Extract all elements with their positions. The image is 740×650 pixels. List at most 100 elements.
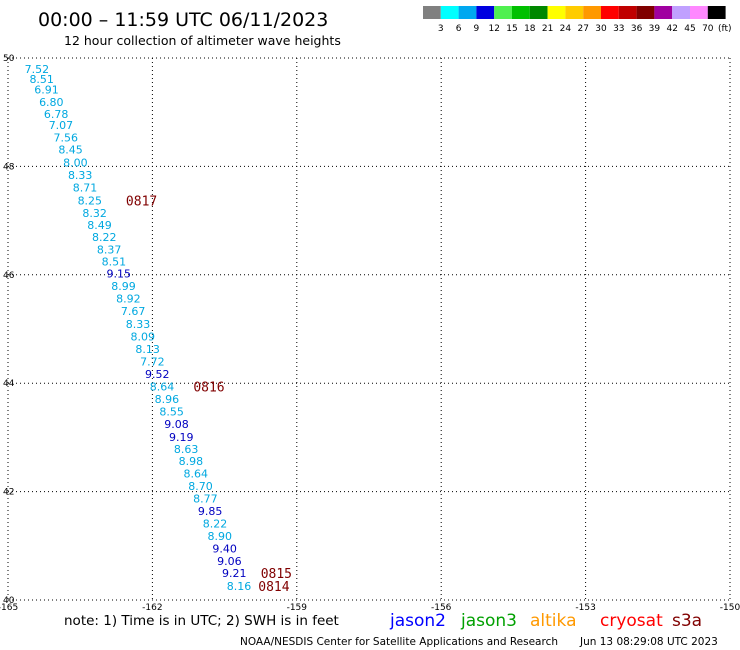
colorbar-swatch (618, 6, 637, 19)
latitude-tick-label: 40 (3, 596, 15, 606)
colorbar-label: 3 (438, 24, 444, 34)
colorbar-label: 27 (577, 24, 588, 34)
swh-value: 8.55 (159, 405, 184, 418)
longitude-tick-label: -162 (142, 603, 162, 613)
swh-value: 9.21 (222, 567, 247, 580)
swh-value: 8.13 (135, 343, 160, 356)
colorbar-label: 30 (595, 24, 607, 34)
pass-time-label: 0817 (126, 195, 157, 210)
latitude-tick-label: 42 (3, 488, 14, 498)
colorbar-swatch (512, 6, 530, 19)
colorbar-swatch (690, 6, 708, 19)
swh-value: 8.92 (116, 293, 141, 306)
swh-value: 8.99 (111, 280, 136, 293)
pass-time-label: 0816 (193, 380, 224, 395)
swh-value: 8.16 (227, 580, 252, 593)
satellite-legend-item: altika (530, 611, 577, 631)
colorbar-label: 12 (488, 24, 499, 34)
swh-value: 8.64 (150, 380, 175, 393)
colorbar-swatch (423, 6, 441, 19)
latitude-tick-label: 44 (3, 379, 15, 389)
longitude-tick-label: -159 (287, 603, 308, 613)
swh-value: 9.15 (106, 268, 131, 281)
colorbar-label: 36 (631, 24, 643, 34)
colorbar-swatch (672, 6, 690, 19)
swh-value: 7.72 (140, 356, 165, 369)
longitude-tick-label: -165 (0, 603, 18, 613)
satellite-legend-item: cryosat (600, 611, 663, 631)
latitude-tick-label: 46 (3, 271, 15, 281)
swh-value: 8.51 (29, 73, 54, 86)
colorbar-swatch (583, 6, 601, 19)
colorbar-label: 9 (474, 24, 480, 34)
chart-subtitle: 12 hour collection of altimeter wave hei… (64, 33, 341, 48)
colorbar-label: 21 (542, 24, 553, 34)
swh-value: 8.32 (82, 207, 107, 220)
wave-height-values: 7.528.516.916.806.787.077.568.458.008.33… (25, 63, 252, 593)
map-grid (7, 57, 731, 601)
longitude-tick-label: -150 (720, 603, 740, 613)
colorbar-label: 15 (506, 24, 517, 34)
colorbar-label: 39 (649, 24, 661, 34)
colorbar-swatch (440, 6, 459, 19)
colorbar-label: 33 (613, 24, 624, 34)
colorbar-legend: 3 6 9 12 15 18 21 24 27 30 33 36 39 42 45 70 (ft) (423, 6, 732, 34)
swh-value: 8.49 (87, 219, 112, 232)
colorbar-swatch (547, 6, 566, 19)
swh-value: 8.98 (179, 455, 204, 468)
longitude-ticks: -165 -162 -159 -156 -153 -150 (0, 603, 740, 613)
colorbar-swatch (476, 6, 495, 19)
swh-value: 8.09 (131, 331, 156, 344)
swh-value: 7.52 (25, 63, 50, 76)
longitude-tick-label: -156 (431, 603, 452, 613)
swh-value: 8.45 (58, 144, 83, 157)
swh-value: 9.85 (198, 505, 223, 518)
colorbar-swatch (565, 6, 584, 19)
swh-value: 8.00 (63, 157, 88, 170)
swh-value: 8.77 (193, 493, 218, 506)
swh-value: 9.08 (164, 418, 189, 431)
swh-value: 8.64 (183, 468, 208, 481)
swh-value: 8.96 (155, 393, 180, 406)
swh-value: 9.06 (217, 555, 242, 568)
colorbar-label: 24 (560, 24, 572, 34)
colorbar-swatch (707, 6, 726, 19)
swh-value: 9.19 (169, 431, 194, 444)
colorbar-swatch (601, 6, 619, 19)
units-note: note: 1) Time is in UTC; 2) SWH is in fe… (64, 613, 339, 629)
swh-value: 8.90 (208, 530, 233, 543)
colorbar-unit: (ft) (718, 24, 732, 34)
swh-value: 9.52 (145, 368, 170, 381)
swh-value: 8.63 (174, 443, 199, 456)
swh-value: 7.67 (121, 305, 146, 318)
swh-value: 8.25 (78, 195, 103, 208)
swh-value: 6.91 (34, 83, 59, 96)
chart-title: 00:00 – 11:59 UTC 06/11/2023 (38, 9, 328, 31)
colorbar-label: 70 (702, 24, 714, 34)
swh-value: 8.22 (92, 231, 117, 244)
swh-value: 8.37 (97, 243, 122, 256)
colorbar-label: 42 (666, 24, 677, 34)
colorbar-label: 6 (456, 24, 462, 34)
colorbar-label: 18 (524, 24, 536, 34)
swh-value: 8.33 (126, 318, 151, 331)
latitude-ticks: 50 48 46 44 42 40 (3, 54, 15, 606)
pass-time-label: 0814 (258, 580, 289, 595)
swh-value: 9.40 (212, 543, 237, 556)
swh-value: 8.22 (203, 518, 228, 531)
swh-value: 6.78 (44, 108, 69, 121)
swh-value: 7.07 (49, 119, 74, 132)
satellite-legend-item: jason2 (389, 611, 446, 631)
swh-value: 8.70 (188, 480, 213, 493)
swh-value: 8.33 (68, 169, 93, 182)
swh-value: 8.71 (73, 182, 98, 195)
generated-timestamp: Jun 13 08:29:08 UTC 2023 (579, 636, 718, 648)
latitude-tick-label: 48 (3, 162, 15, 172)
colorbar-label: 45 (684, 24, 695, 34)
swh-value: 8.51 (102, 255, 127, 268)
satellite-legend-item: s3a (672, 611, 702, 631)
latitude-tick-label: 50 (3, 54, 15, 64)
colorbar-swatch (636, 6, 655, 19)
